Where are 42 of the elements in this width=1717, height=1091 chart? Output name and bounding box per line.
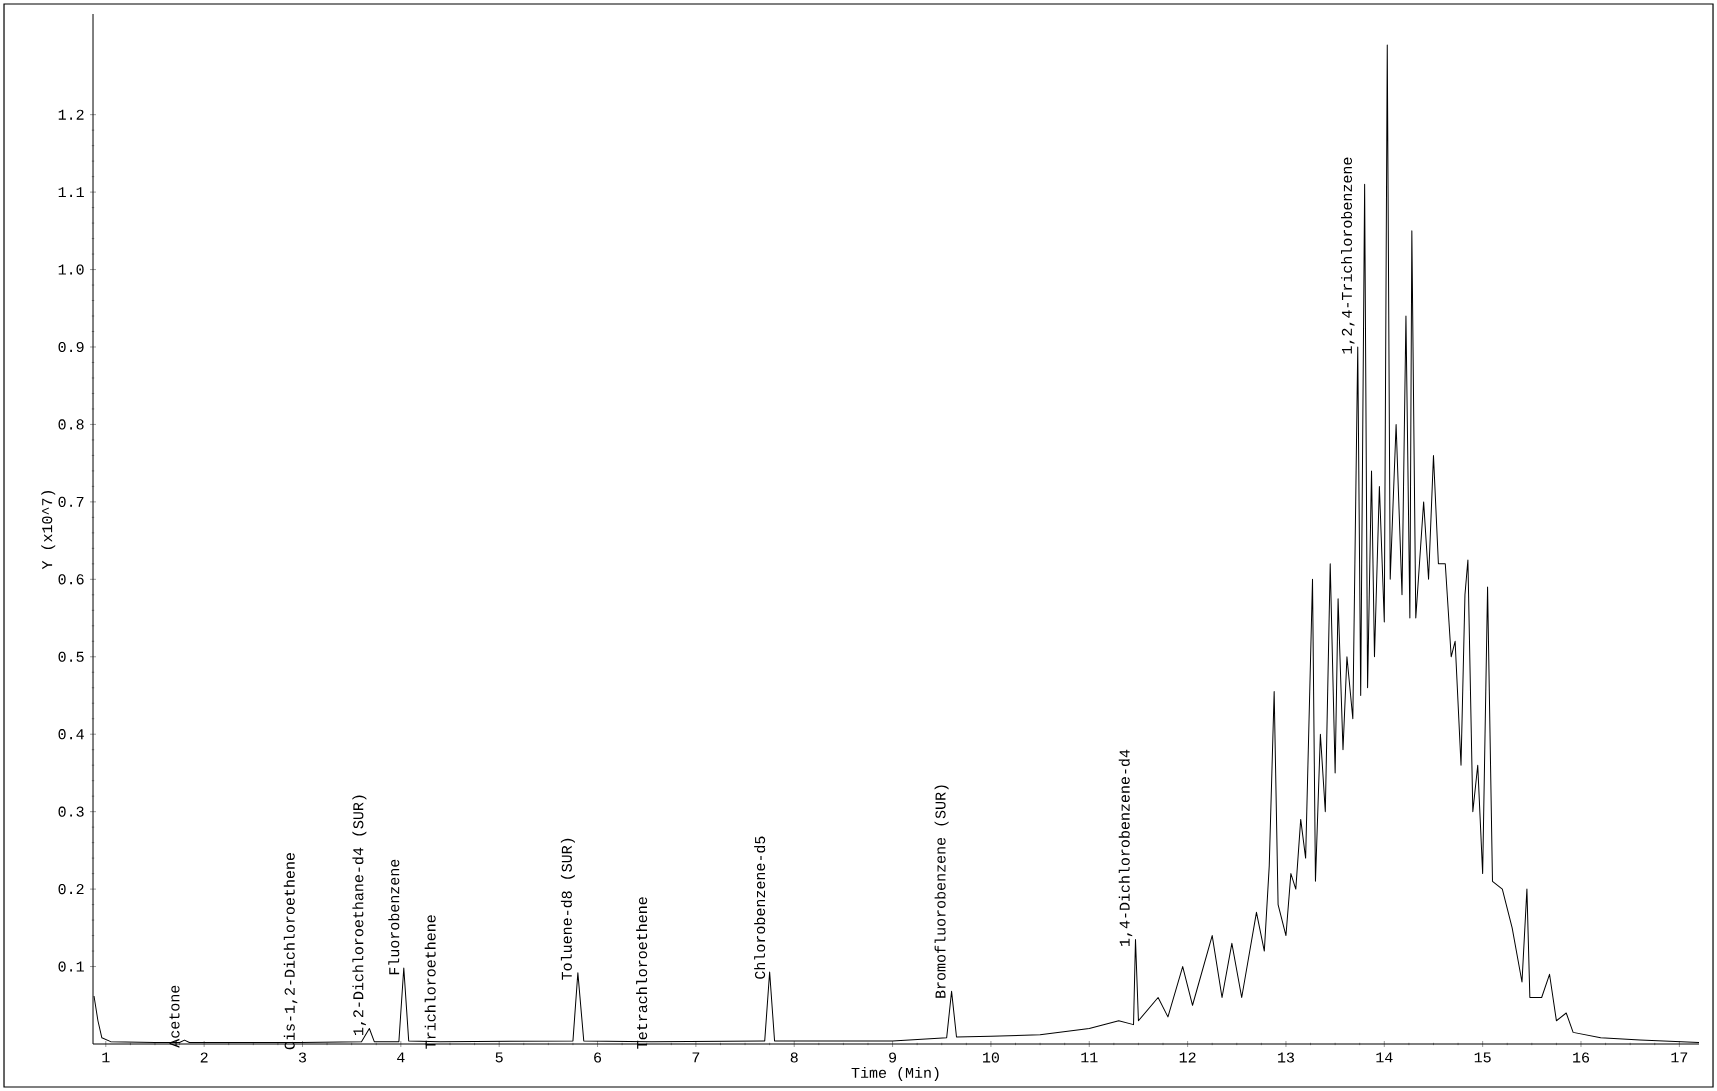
x-tick-label: 8 [790,1052,798,1063]
x-tick-label: 1 [102,1052,110,1063]
x-tick-label: 17 [1671,1052,1688,1063]
y-tick-label: 0.3 [58,806,84,817]
annotation: Tetrachloroethene [636,897,648,1049]
x-tick-label: 7 [692,1052,700,1063]
x-tick-label: 15 [1474,1052,1491,1063]
annotation: 1,4-Dichlorobenzene-d4 [1118,749,1133,946]
x-tick-label: 10 [983,1052,999,1063]
annotation: Bromofluorobenzene (SUR) [934,785,949,998]
x-tick-label: 12 [1179,1052,1196,1063]
annotation: Fluorobenzene [388,859,400,975]
y-tick-label: 1.0 [58,264,84,275]
annotation: 1,2-Dichloroethane-d4 (SUR) [352,795,367,1035]
x-axis-title: Time (Min) [851,1066,939,1081]
x-tick-label: 13 [1278,1052,1295,1063]
y-tick-label: 0.2 [58,884,84,895]
annotation: Cis-1,2-Dichloroethene [283,853,298,1050]
y-tick-label: 0.8 [58,419,84,430]
x-tick-label: 6 [594,1052,602,1063]
y-tick-label: 0.4 [58,729,84,740]
annotation: Toluene-d8 (SUR) [560,838,575,980]
y-tick-label: 1.1 [58,187,84,198]
y-tick-label: 0.7 [58,496,84,507]
x-tick-label: 3 [298,1052,307,1063]
annotation: Acetone [169,985,180,1048]
y-axis-title: Y (x10^7) [41,491,56,570]
y-tick-label: 0.6 [58,574,84,585]
y-tick-label: 1.2 [58,109,84,120]
annotation: Chlorobenzene-d5 [754,836,766,979]
x-tick-label: 4 [397,1052,405,1063]
x-tick-label: 16 [1573,1052,1590,1063]
x-tick-label: 9 [889,1052,897,1063]
y-tick-label: 0.5 [58,651,84,662]
x-tick-label: 11 [1081,1052,1098,1063]
annotation: Trichloroethene [424,915,436,1049]
y-tick-label: 0.1 [58,961,84,972]
annotation: 1,2,4-Trichlorobenzene [1341,157,1355,354]
x-tick-label: 14 [1376,1052,1393,1063]
x-tick-label: 5 [495,1052,503,1063]
x-tick-label: 2 [200,1052,208,1063]
y-tick-label: 0.9 [58,341,84,353]
